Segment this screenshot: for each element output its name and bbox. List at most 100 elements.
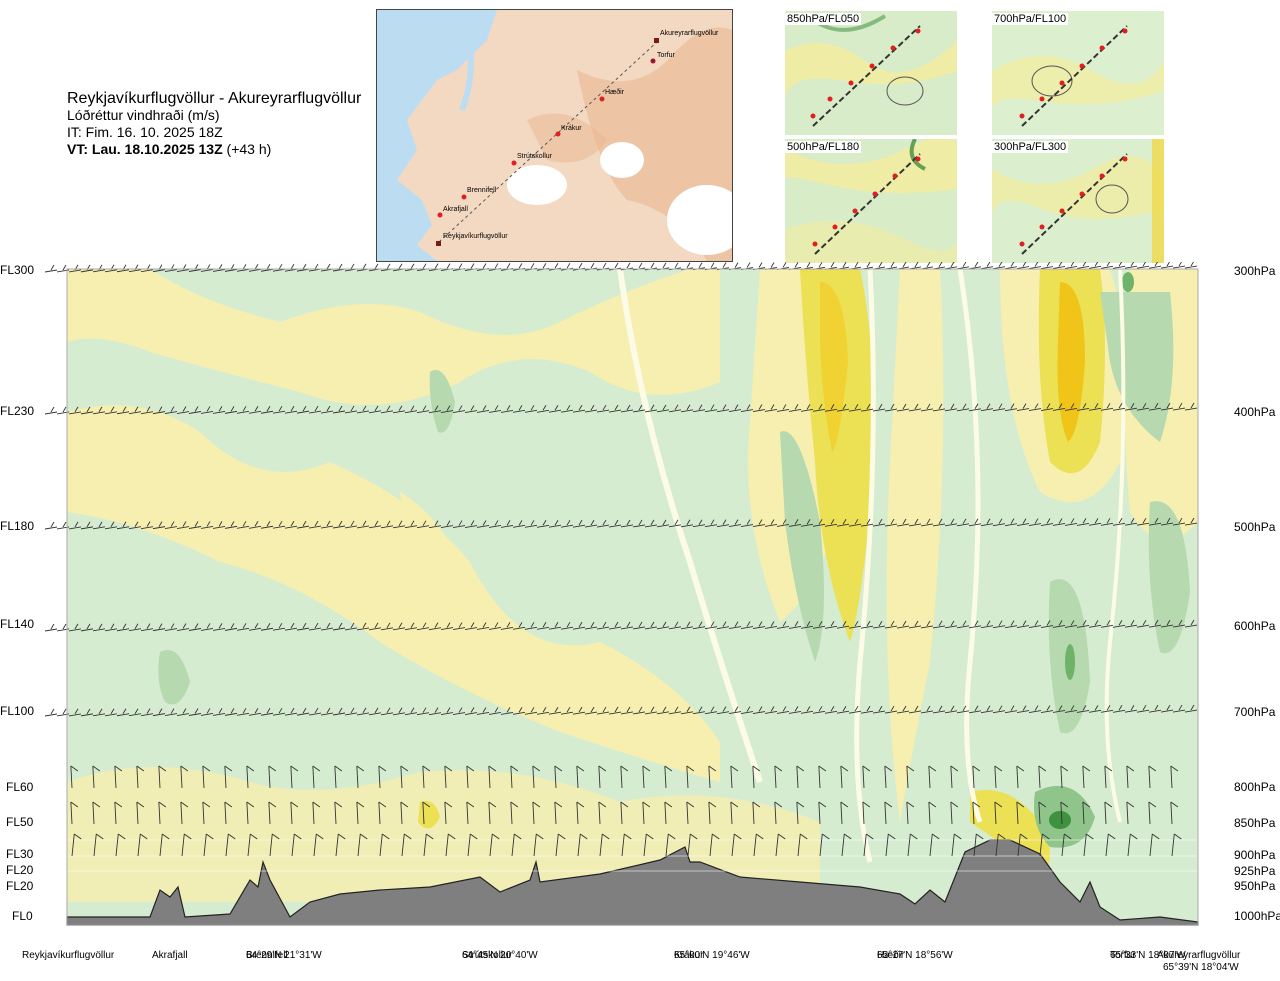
wind-barb-stroke xyxy=(1172,624,1186,628)
wind-barb-stroke xyxy=(608,409,622,413)
wind-barb-stroke xyxy=(662,262,667,269)
wind-barb-stroke xyxy=(458,405,463,411)
wind-barb-stroke xyxy=(1085,833,1094,840)
wind-barb-stroke xyxy=(344,410,358,414)
wind-barb-stroke xyxy=(709,833,713,857)
wind-barb-stroke xyxy=(434,520,439,526)
wind-barb-stroke xyxy=(400,765,409,772)
wind-barb-stroke xyxy=(62,264,67,271)
wind-barb-stroke xyxy=(320,627,334,631)
wind-barb-stroke xyxy=(1184,709,1198,713)
wind-barb-stroke xyxy=(542,622,547,628)
wind-barb-stroke xyxy=(423,833,427,857)
wind-barb-stroke xyxy=(532,801,535,825)
wind-barb-stroke xyxy=(524,626,538,630)
wind-barb-stroke xyxy=(752,711,766,714)
wind-barb-stroke xyxy=(269,833,273,857)
wind-barb-stroke xyxy=(848,710,862,714)
wind-barb-stroke xyxy=(247,833,251,857)
wind-barb-stroke xyxy=(116,269,130,273)
wind-barb-stroke xyxy=(62,708,67,715)
wind-barb-stroke xyxy=(410,622,415,628)
wind-barb-stroke xyxy=(92,526,106,530)
wind-barb-stroke xyxy=(110,521,115,528)
wind-barb-stroke xyxy=(566,621,571,628)
wind-barb-stroke xyxy=(644,626,658,630)
wind-barb-stroke xyxy=(338,520,343,527)
wind-barb-stroke xyxy=(608,711,622,715)
wind-barb-stroke xyxy=(1028,408,1042,412)
waypoint-coord: 64°29'N 21°31'W xyxy=(246,950,322,961)
wind-barb-stroke xyxy=(1154,402,1159,409)
wind-barb-stroke xyxy=(466,765,469,789)
wind-barb-stroke xyxy=(548,626,562,630)
wind-barb-stroke xyxy=(416,712,430,716)
wind-barb-stroke xyxy=(608,524,622,528)
wind-barb-stroke xyxy=(296,712,310,716)
wind-barb-stroke xyxy=(1136,522,1150,526)
wind-barb-stroke xyxy=(596,409,610,413)
wind-barb-stroke xyxy=(746,706,751,712)
wind-barb-stroke xyxy=(1126,801,1135,808)
wind-barb-stroke xyxy=(290,622,295,629)
wind-barb-stroke xyxy=(152,411,166,415)
wind-barb-stroke xyxy=(992,266,1006,270)
wind-barb-stroke xyxy=(260,268,274,272)
wind-barb-stroke xyxy=(410,707,415,713)
wind-barb-stroke xyxy=(494,405,499,411)
wind-barb-stroke xyxy=(152,269,166,273)
wind-barb-stroke xyxy=(980,266,994,270)
waypoint-marker xyxy=(461,194,467,200)
wind-barb-stroke xyxy=(1190,260,1195,267)
wind-barb-stroke xyxy=(708,801,717,808)
wind-barb-stroke xyxy=(378,801,381,825)
wind-barb-stroke xyxy=(842,262,847,268)
wind-barb-stroke xyxy=(890,620,895,627)
wind-barb-stroke xyxy=(1130,619,1135,626)
wind-barb-stroke xyxy=(356,712,370,716)
wind-barb-stroke xyxy=(80,269,94,273)
wind-barb-stroke xyxy=(642,765,645,789)
chart-subtitle: Lóðréttur vindhraði (m/s) xyxy=(67,107,220,123)
wind-barb-stroke xyxy=(205,833,214,840)
wind-barb-stroke xyxy=(236,410,250,414)
wind-barb-stroke xyxy=(510,765,519,772)
wind-barb-stroke xyxy=(554,765,563,772)
wind-barb-stroke xyxy=(994,801,997,825)
wind-barb-stroke xyxy=(164,628,178,632)
wind-barb-stroke xyxy=(788,523,802,527)
wind-barb-stroke xyxy=(254,623,259,629)
wind-barb-stroke xyxy=(122,708,127,714)
wind-barb-stroke xyxy=(872,523,886,527)
wind-barb-stroke xyxy=(440,410,454,414)
wind-barb-stroke xyxy=(674,262,679,269)
wind-barb-stroke xyxy=(1118,518,1123,524)
wind-barb-stroke xyxy=(638,519,643,526)
wind-barb-stroke xyxy=(733,833,742,840)
wind-barb-stroke xyxy=(1160,407,1174,411)
wind-barb-stroke xyxy=(821,833,830,840)
wind-barb-stroke xyxy=(1172,522,1186,526)
wind-barb-stroke xyxy=(290,765,293,789)
wind-barb-stroke xyxy=(656,409,670,413)
wind-barb-stroke xyxy=(907,833,911,857)
wind-barb-stroke xyxy=(865,833,874,840)
wind-barb-stroke xyxy=(1088,522,1102,526)
wind-barb-stroke xyxy=(1130,517,1135,524)
wind-barb-stroke xyxy=(1148,265,1162,269)
wind-barb-stroke xyxy=(1100,709,1114,713)
wind-barb-stroke xyxy=(278,707,283,714)
wind-barb-stroke xyxy=(434,405,439,411)
wind-barb-stroke xyxy=(290,520,295,527)
wind-barb-stroke xyxy=(692,409,706,413)
wind-barb-stroke xyxy=(906,765,915,772)
wind-barb-stroke xyxy=(488,801,497,808)
wind-barb-stroke xyxy=(128,628,142,632)
wind-barb-stroke xyxy=(1112,522,1126,526)
wind-barb-stroke xyxy=(466,801,469,825)
wind-barb-stroke xyxy=(308,410,322,414)
wind-barb-stroke xyxy=(140,628,154,632)
wind-barb-stroke xyxy=(44,713,58,717)
wind-barb-stroke xyxy=(1129,833,1138,840)
wind-barb-stroke xyxy=(908,523,922,527)
